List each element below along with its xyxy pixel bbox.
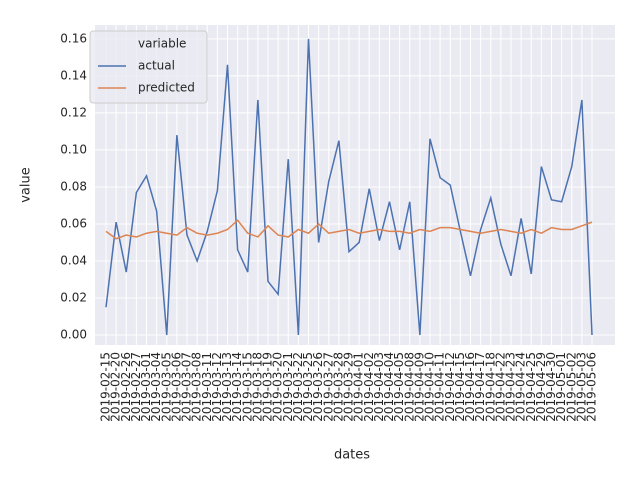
legend-box <box>89 30 208 104</box>
y-tick-label: 0.16 <box>60 31 87 45</box>
x-tick-label: 2019-04-23 <box>504 352 518 422</box>
legend-label: predicted <box>138 81 195 95</box>
x-tick-label: 2019-03-07 <box>180 352 194 422</box>
x-tick-label: 2019-03-08 <box>190 352 204 422</box>
x-tick-label: 2019-04-01 <box>352 352 366 422</box>
x-tick-label: 2019-03-27 <box>321 352 335 422</box>
y-tick-label: 0.06 <box>60 216 87 230</box>
x-tick-label: 2019-03-21 <box>281 352 295 422</box>
x-tick-label: 2019-04-29 <box>534 352 548 422</box>
x-tick-label: 2019-05-06 <box>585 352 599 422</box>
x-tick-label: 2019-04-16 <box>463 352 477 422</box>
x-tick-label: 2019-04-25 <box>524 352 538 422</box>
x-tick-label: 2019-03-18 <box>250 352 264 422</box>
x-tick-label: 2019-03-12 <box>210 352 224 422</box>
y-tick-label: 0.08 <box>60 179 87 193</box>
y-axis-label: value <box>19 167 34 203</box>
x-tick-label: 2019-03-14 <box>230 352 244 422</box>
x-tick-label: 2019-04-05 <box>392 352 406 422</box>
x-tick-label: 2019-03-01 <box>139 352 153 422</box>
x-axis-label: dates <box>334 448 370 463</box>
x-tick-label: 2019-03-19 <box>261 352 275 422</box>
series-line <box>105 219 593 240</box>
x-tick-label: 2019-02-15 <box>99 352 113 422</box>
x-tick-label: 2019-04-04 <box>382 352 396 422</box>
legend: variable actual predicted <box>89 30 208 104</box>
x-tick-label: 2019-04-08 <box>402 352 416 422</box>
x-tick-label: 2019-03-25 <box>301 352 315 422</box>
x-tick-label: 2019-04-30 <box>544 352 558 422</box>
x-tick-label: 2019-04-12 <box>443 352 457 422</box>
x-tick-label: 2019-04-24 <box>514 352 528 422</box>
x-tick-label: 2019-04-22 <box>493 352 507 422</box>
series-line <box>105 38 593 336</box>
x-tick-label: 2019-04-17 <box>473 352 487 422</box>
x-tick-label: 2019-05-03 <box>574 352 588 422</box>
y-tick-label: 0.10 <box>60 142 87 156</box>
x-tick-label: 2019-03-06 <box>169 352 183 422</box>
y-tick-label: 0.00 <box>60 328 87 342</box>
x-tick-label: 2019-04-02 <box>362 352 376 422</box>
x-tick-label: 2019-03-13 <box>220 352 234 422</box>
y-tick-label: 0.02 <box>60 290 87 304</box>
x-tick-label: 2019-05-01 <box>554 352 568 422</box>
x-tick-label: 2019-02-20 <box>109 352 123 422</box>
legend-title: variable <box>138 37 186 51</box>
x-tick-label: 2019-03-05 <box>159 352 173 422</box>
x-tick-label: 2019-05-02 <box>564 352 578 422</box>
x-tick-label: 2019-03-20 <box>271 352 285 422</box>
x-tick-label: 2019-03-04 <box>149 352 163 422</box>
legend-label: actual <box>138 59 175 73</box>
x-tick-label: 2019-03-28 <box>331 352 345 422</box>
y-tick-label: 0.14 <box>60 68 87 82</box>
x-tick-label: 2019-03-15 <box>240 352 254 422</box>
x-tick-label: 2019-03-29 <box>342 352 356 422</box>
x-tick-label: 2019-04-11 <box>433 352 447 422</box>
y-tick-label: 0.12 <box>60 105 87 119</box>
x-tick-label: 2019-04-03 <box>372 352 386 422</box>
x-tick-label: 2019-04-10 <box>423 352 437 422</box>
x-tick-label: 2019-04-09 <box>412 352 426 422</box>
y-tick-label: 0.04 <box>60 253 87 267</box>
x-tick-label: 2019-04-18 <box>483 352 497 422</box>
x-tick-label: 2019-04-15 <box>453 352 467 422</box>
lines <box>105 38 593 336</box>
x-tick-label: 2019-03-26 <box>311 352 325 422</box>
x-tick-label: 2019-03-11 <box>200 352 214 422</box>
x-tick-label: 2019-02-27 <box>129 352 143 422</box>
x-tick-label: 2019-03-22 <box>291 352 305 422</box>
x-tick-label: 2019-02-26 <box>119 352 133 422</box>
